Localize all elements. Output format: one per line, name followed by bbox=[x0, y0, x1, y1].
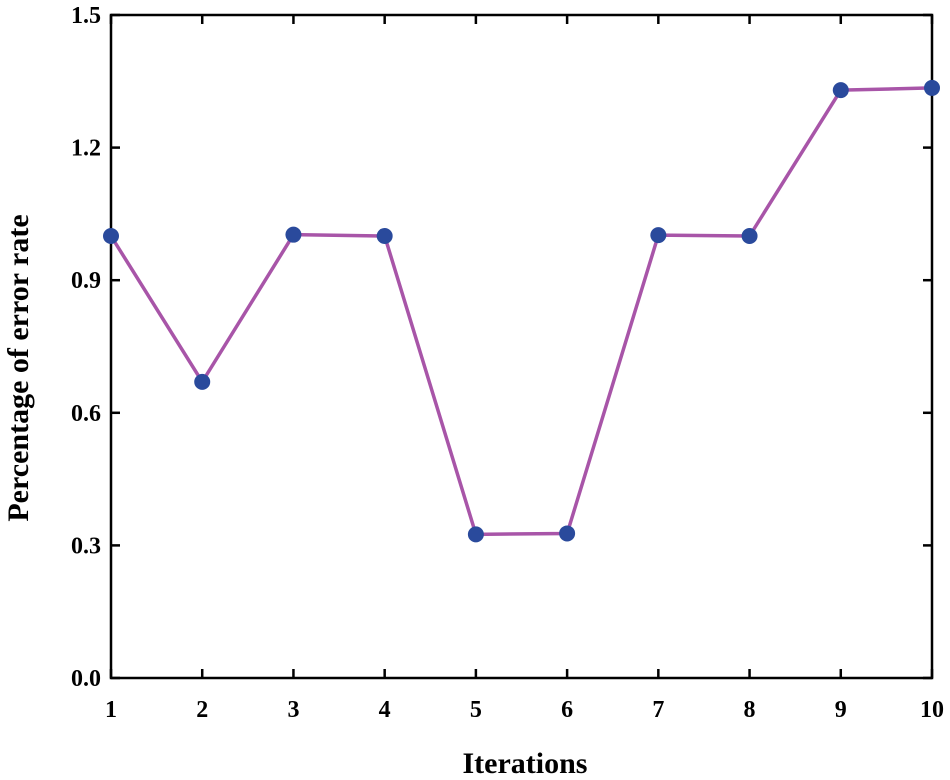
data-point bbox=[285, 226, 302, 243]
series-line bbox=[109, 86, 933, 537]
x-tick-label: 5 bbox=[470, 697, 482, 723]
data-series bbox=[103, 79, 940, 543]
x-tick-label: 10 bbox=[920, 697, 944, 723]
data-point bbox=[467, 526, 484, 543]
y-tick-label: 1.5 bbox=[71, 3, 101, 29]
x-tick-label: 8 bbox=[744, 697, 756, 723]
data-point bbox=[924, 79, 940, 96]
x-tick-label: 3 bbox=[287, 697, 299, 723]
y-tick-label: 1.2 bbox=[71, 136, 101, 162]
x-tick-label: 4 bbox=[379, 697, 391, 723]
y-tick-label: 0.6 bbox=[71, 401, 101, 427]
x-tick-label: 6 bbox=[561, 697, 573, 723]
x-tick-label: 2 bbox=[196, 697, 208, 723]
data-point bbox=[650, 227, 667, 244]
y-tick-label: 0.3 bbox=[71, 533, 101, 559]
x-tick-label: 1 bbox=[105, 697, 117, 723]
x-axis-title: Iterations bbox=[463, 747, 588, 780]
data-point bbox=[559, 525, 576, 542]
data-point bbox=[832, 82, 849, 99]
y-axis-title: Percentage of error rate bbox=[2, 214, 35, 521]
x-tick-label: 7 bbox=[652, 697, 664, 723]
plot-frame bbox=[109, 13, 934, 680]
axes: 0.0 0.3 0.6 0.9 1.2 1.5 1 2 3 4 5 6 7 8 9 10 bbox=[71, 3, 944, 723]
data-point bbox=[376, 228, 393, 244]
y-tick-label: 0.0 bbox=[71, 666, 101, 692]
data-point bbox=[103, 228, 119, 244]
x-tick-label: 9 bbox=[835, 697, 847, 723]
data-point bbox=[741, 228, 758, 244]
data-point bbox=[194, 373, 211, 390]
y-tick-label: 0.9 bbox=[71, 268, 101, 294]
